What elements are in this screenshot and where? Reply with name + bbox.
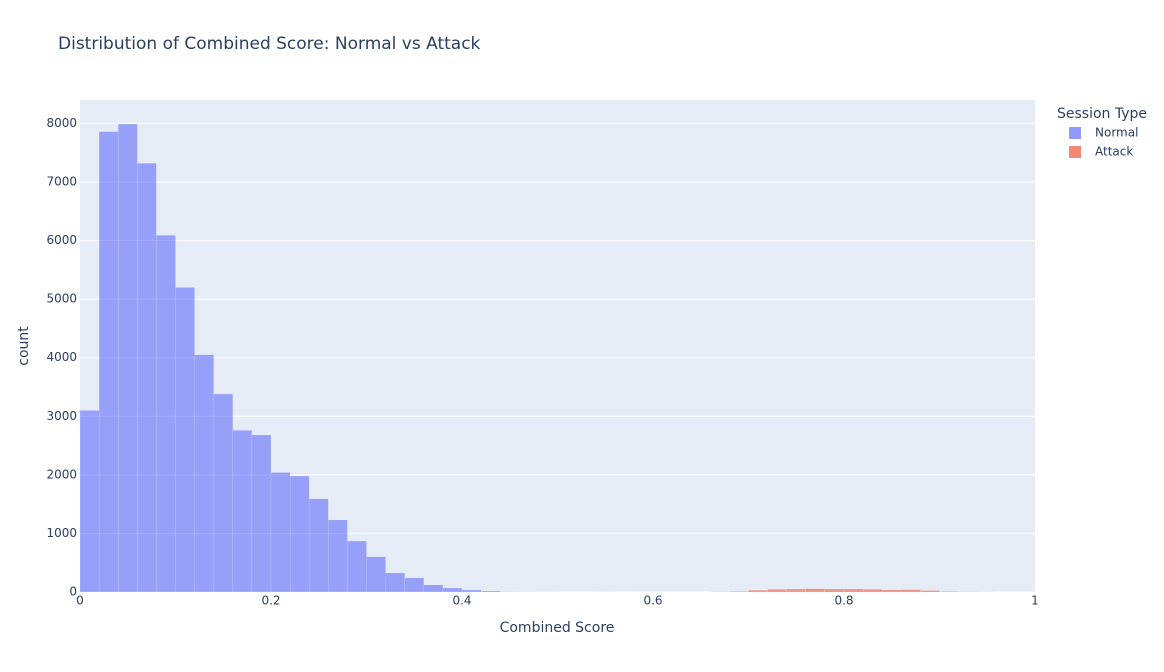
- bar: [767, 589, 787, 593]
- y-tick-label: 0: [69, 585, 77, 599]
- bar: [156, 235, 176, 593]
- bar: [347, 540, 367, 593]
- bar: [461, 589, 482, 593]
- bar: [290, 475, 310, 593]
- bars: [79, 123, 997, 593]
- bar: [137, 163, 157, 593]
- bar: [213, 393, 233, 593]
- x-tick-label: 0.6: [643, 594, 662, 608]
- bar: [901, 589, 921, 593]
- bar: [805, 588, 825, 593]
- y-tick-label: 7000: [46, 175, 77, 189]
- y-tick-label: 4000: [46, 350, 77, 364]
- bar: [729, 591, 749, 593]
- y-tick-label: 2000: [46, 467, 77, 481]
- x-tick-label: 1: [1031, 594, 1039, 608]
- y-tick-label: 1000: [46, 526, 77, 540]
- x-tick-label: 0: [76, 594, 84, 608]
- y-tick-label: 3000: [46, 409, 77, 423]
- bar: [79, 410, 100, 593]
- bar: [404, 577, 424, 593]
- y-tick-label: 8000: [46, 116, 77, 130]
- bar: [309, 498, 329, 593]
- bar: [882, 589, 902, 593]
- legend-label: Attack: [1095, 145, 1133, 159]
- bar: [939, 591, 959, 593]
- x-tick-label: 0.4: [452, 594, 471, 608]
- bar: [118, 123, 138, 593]
- bar: [194, 354, 214, 593]
- bar: [98, 131, 119, 593]
- y-tick-label: 6000: [46, 233, 77, 247]
- bar: [232, 430, 253, 593]
- bar: [862, 589, 883, 593]
- bar: [270, 472, 291, 593]
- legend-swatch: [1069, 146, 1081, 158]
- bar: [175, 287, 195, 593]
- bar: [328, 519, 348, 593]
- legend-swatch: [1069, 127, 1081, 139]
- legend-title: Session Type: [1057, 106, 1147, 122]
- bar: [385, 572, 405, 593]
- bar: [442, 587, 463, 593]
- bar: [843, 588, 864, 593]
- bar: [920, 590, 940, 593]
- chart-title: Distribution of Combined Score: Normal v…: [58, 34, 481, 54]
- x-axis-title: Combined Score: [500, 620, 615, 636]
- bar: [251, 434, 272, 593]
- bar: [481, 590, 501, 593]
- x-tick-label: 0.8: [834, 594, 853, 608]
- bar: [786, 588, 806, 593]
- bar: [423, 584, 443, 593]
- bar: [824, 588, 845, 593]
- x-tick-label: 0.2: [261, 594, 280, 608]
- y-axis-title: count: [16, 326, 32, 366]
- y-tick-label: 5000: [46, 292, 77, 306]
- legend-label: Normal: [1095, 126, 1138, 140]
- bar: [366, 556, 386, 593]
- bar: [748, 590, 768, 593]
